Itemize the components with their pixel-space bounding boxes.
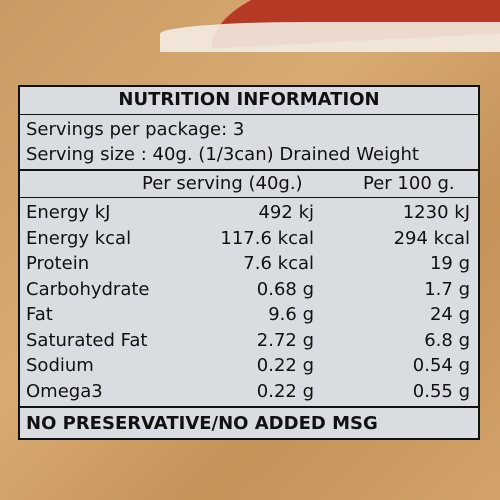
per-100g: 0.54 g [412, 355, 470, 376]
per-100g: 294 kcal [393, 227, 470, 249]
per-serving: 7.6 kcal [243, 253, 314, 274]
per-100g: 1230 kJ [402, 202, 470, 223]
per-serving: 0.22 g [256, 380, 314, 402]
nutrition-panel: NUTRITION INFORMATION Servings per packa… [18, 85, 480, 440]
panel-title: NUTRITION INFORMATION [118, 89, 380, 110]
nutrient-name: Protein [26, 253, 90, 274]
servings: Servings per package: 3 [26, 119, 245, 140]
per-serving: 0.68 g [256, 278, 314, 300]
per-100g: 1.7 g [424, 278, 470, 300]
per-100g: 6.8 g [424, 329, 470, 351]
nutrient-name: Fat [26, 304, 53, 325]
nutrient-name: Carbohydrate [26, 278, 150, 300]
white-band [160, 22, 500, 52]
column-header: Per serving (40g.) [142, 173, 303, 194]
divider [20, 406, 478, 408]
nutrient-name: Sodium [26, 355, 94, 376]
divider [20, 114, 478, 115]
per-serving: 492 kj [258, 202, 314, 223]
per-serving: 9.6 g [268, 304, 314, 325]
nutrient-name: Energy kcal [26, 227, 132, 249]
divider [20, 169, 478, 171]
per-100g: 19 g [429, 253, 470, 274]
per-serving: 117.6 kcal [220, 227, 314, 249]
nutrient-name: Saturated Fat [26, 329, 148, 351]
nutrient-name: Omega3 [26, 380, 103, 402]
per-serving: 2.72 g [256, 329, 314, 351]
per-100g: 24 g [429, 304, 470, 325]
divider [20, 197, 478, 198]
footer-note: NO PRESERVATIVE/NO ADDED MSG [26, 413, 378, 434]
serving-size: Serving size : 40g. (1/3can) Drained Wei… [26, 144, 419, 165]
per-serving: 0.22 g [256, 355, 314, 376]
column-header: Per 100 g. [363, 173, 455, 194]
nutrient-name: Energy kJ [26, 202, 111, 223]
per-100g: 0.55 g [412, 380, 470, 402]
